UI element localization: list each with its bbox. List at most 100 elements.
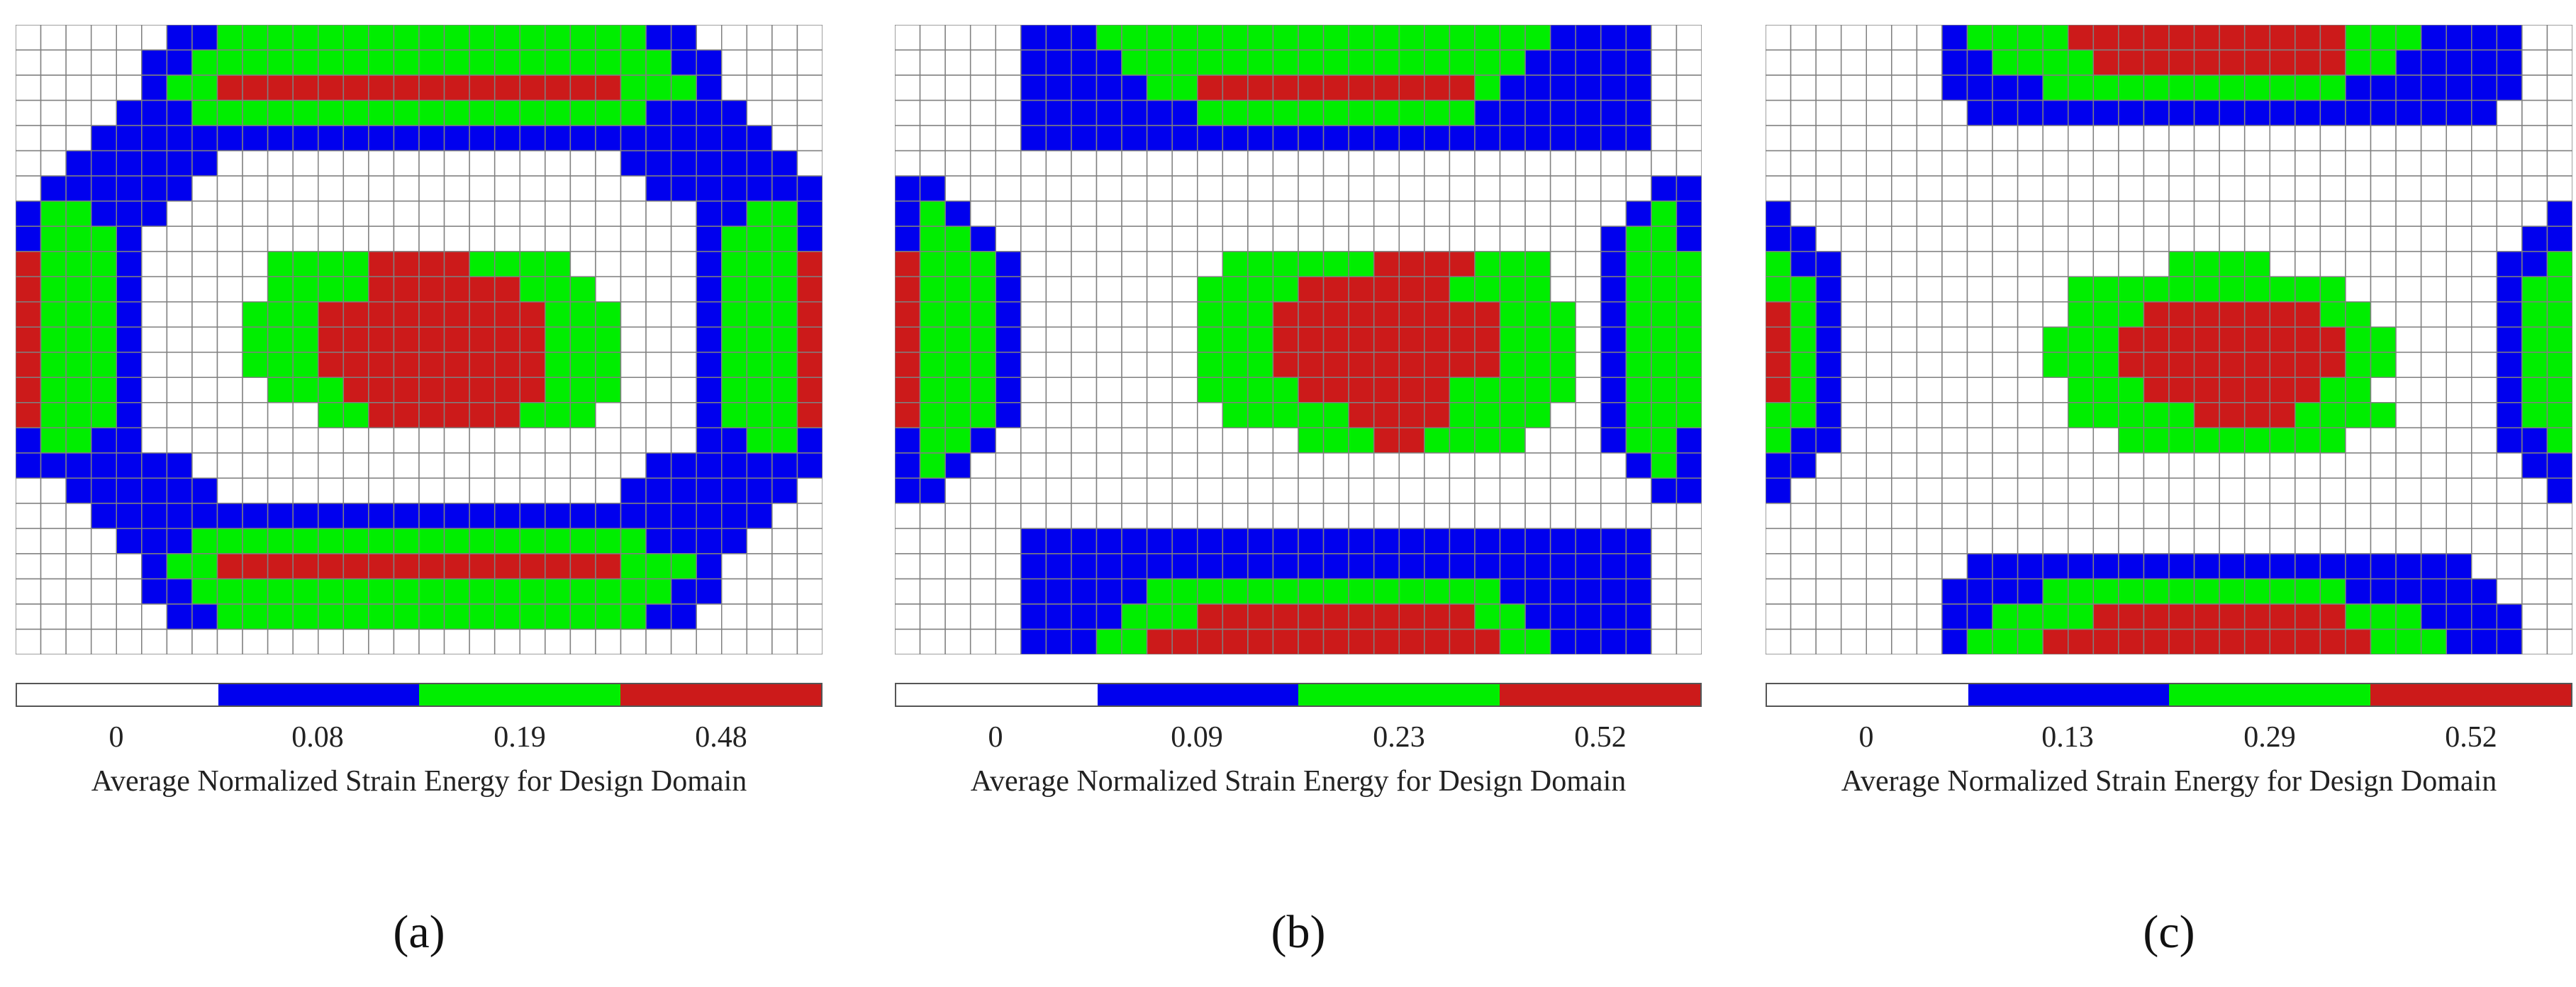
- grid-cell: [292, 578, 319, 605]
- grid-cell: [1121, 377, 1148, 403]
- grid-cell: [1891, 553, 1918, 580]
- grid-cell: [1449, 528, 1476, 554]
- grid-cell: [1499, 503, 1526, 530]
- grid-cell: [1891, 578, 1918, 605]
- grid-cell: [1272, 352, 1299, 379]
- grid-cell: [1891, 250, 1918, 277]
- grid-cell: [1121, 276, 1148, 303]
- grid-cell: [1651, 628, 1678, 654]
- grid-cell: [2017, 276, 2043, 303]
- grid-cell: [1222, 74, 1249, 101]
- grid-cell: [2017, 553, 2043, 580]
- grid-cell: [1424, 528, 1451, 554]
- grid-cell: [620, 49, 647, 76]
- grid-cell: [569, 74, 596, 101]
- grid-cell: [90, 402, 118, 429]
- grid-cell: [721, 352, 748, 379]
- grid-cell: [620, 477, 647, 504]
- grid-cell: [1474, 402, 1501, 429]
- grid-cell: [2269, 553, 2296, 580]
- grid-cell: [116, 326, 143, 353]
- grid-cell: [1171, 553, 1198, 580]
- grid-cell: [342, 603, 369, 630]
- grid-cell: [569, 276, 596, 303]
- grid-cell: [292, 326, 319, 353]
- grid-cell: [2496, 352, 2523, 379]
- grid-cell: [1272, 25, 1299, 51]
- grid-cell: [2042, 402, 2069, 429]
- grid-cell: [969, 402, 997, 429]
- grid-cell: [368, 402, 395, 429]
- grid-cell: [1322, 402, 1349, 429]
- grid-cell: [2143, 125, 2170, 152]
- grid-cell: [65, 150, 92, 177]
- grid-cell: [1524, 503, 1551, 530]
- grid-cell: [895, 301, 921, 328]
- grid-cell: [90, 276, 118, 303]
- grid-cell: [2118, 603, 2145, 630]
- grid-cell: [1197, 150, 1224, 177]
- grid-cell: [1600, 49, 1627, 76]
- grid-cell: [2017, 200, 2043, 227]
- grid-cell: [216, 200, 243, 227]
- grid-cell: [1222, 301, 1249, 328]
- grid-cell: [1398, 628, 1425, 654]
- grid-cell: [645, 301, 672, 328]
- grid-cell: [1247, 49, 1274, 76]
- grid-cell: [2219, 225, 2246, 252]
- grid-cell: [1815, 452, 1842, 479]
- tick-label: 0: [1858, 721, 1874, 754]
- grid-cell: [1625, 250, 1652, 277]
- grid-cell: [1247, 200, 1274, 227]
- grid-cell: [771, 326, 798, 353]
- grid-cell: [2219, 74, 2246, 101]
- grid-cell: [1398, 326, 1425, 353]
- grid-cell: [2168, 125, 2195, 152]
- grid-cell: [2496, 452, 2523, 479]
- grid-cell: [342, 99, 369, 126]
- grid-cell: [318, 578, 345, 605]
- grid-cell: [1916, 452, 1943, 479]
- grid-cell: [746, 25, 773, 51]
- grid-cell: [1449, 74, 1476, 101]
- grid-cell: [2446, 276, 2472, 303]
- grid-cell: [1625, 402, 1652, 429]
- grid-cell: [1071, 250, 1098, 277]
- colorbar-title-b: Average Normalized Strain Energy for Des…: [970, 765, 1627, 798]
- grid-cell: [1449, 402, 1476, 429]
- grid-cell: [2395, 553, 2422, 580]
- grid-cell: [166, 427, 193, 454]
- grid-cell: [2219, 352, 2246, 379]
- grid-cell: [216, 352, 243, 379]
- grid-cell: [746, 276, 773, 303]
- grid-cell: [116, 603, 143, 630]
- grid-cell: [418, 578, 445, 605]
- grid-cell: [721, 200, 748, 227]
- grid-cell: [267, 578, 294, 605]
- grid-cell: [1045, 553, 1072, 580]
- grid-cell: [1675, 528, 1702, 554]
- grid-cell: [1373, 603, 1400, 630]
- grid-cell: [191, 250, 218, 277]
- grid-cell: [1373, 49, 1400, 76]
- grid-cell: [2319, 250, 2346, 277]
- grid-cell: [1992, 553, 2019, 580]
- grid-cell: [2496, 553, 2523, 580]
- grid-cell: [1600, 301, 1627, 328]
- grid-cell: [1790, 427, 1817, 454]
- grid-cell: [696, 477, 723, 504]
- grid-cell: [696, 503, 723, 530]
- grid-cell: [1424, 402, 1451, 429]
- grid-cell: [443, 175, 470, 202]
- grid-cell: [746, 150, 773, 177]
- grid-cell: [1575, 175, 1602, 202]
- grid-cell: [2243, 225, 2271, 252]
- grid-cell: [2017, 150, 2043, 177]
- grid-cell: [796, 578, 823, 605]
- grid-cell: [2193, 99, 2220, 126]
- grid-cell: [1891, 125, 1918, 152]
- grid-cell: [1675, 553, 1702, 580]
- grid-cell: [2521, 301, 2548, 328]
- grid-cell: [2269, 175, 2296, 202]
- grid-cell: [1398, 301, 1425, 328]
